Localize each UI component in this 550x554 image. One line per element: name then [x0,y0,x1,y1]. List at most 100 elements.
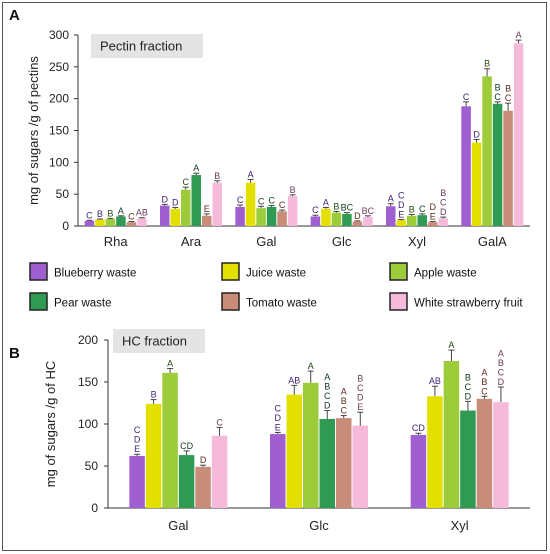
bar-juice-waste-ara [170,208,180,226]
bar-blueberry-waste-gala [461,106,471,226]
fraction-tag-label: HC fraction [122,334,187,349]
y-tick-label: 100 [78,417,98,431]
significance-letter: B [214,171,220,181]
significance-letter: C [128,212,135,222]
bar-pear-waste-gal [266,206,277,226]
significance-letter-line: CD [180,441,193,451]
bar-tomato-waste-gal [195,466,211,508]
legend-label-tomato-waste: Tomato waste [246,298,317,310]
significance-letter-line: B [324,382,330,392]
y-tick-label: 250 [49,60,69,74]
significance-letter-line: B [290,185,296,195]
panel-letter: B [9,345,20,362]
significance-letter-line: C [183,177,190,187]
bar-apple-waste-glc [331,212,342,226]
significance-letter-line: BC [341,203,354,213]
significance-letter-line: C [481,386,488,396]
bar-tomato-waste-xyl [428,222,438,226]
legend-label-blueberry-waste: Blueberry waste [54,268,136,280]
y-axis-title: mg of sugars /g of pectins [26,56,41,205]
significance-letter-line: A [481,367,487,377]
bar-tomato-waste-gala [503,110,513,226]
legend-swatch-blueberry-waste [29,262,48,281]
significance-letter: BC [341,203,354,213]
significance-letter: A [388,194,394,204]
significance-letter-line: E [134,444,140,454]
significance-letter-line: C [324,391,331,401]
significance-letter-line: B [498,358,504,368]
legend-swatch-apple-waste [389,262,408,281]
bar-pear-waste-xyl [417,215,427,226]
significance-letter-line: D [498,377,505,387]
significance-letter-line: BC [362,206,375,216]
significance-letter: C [258,196,265,206]
significance-letter: D [200,455,207,465]
bar-tomato-waste-xyl [476,398,493,508]
bar-juice-waste-glc [286,394,302,508]
bar-tomato-waste-gal [277,211,287,226]
x-category-glc: Glc [332,234,352,249]
y-tick-label: 100 [49,155,69,169]
significance-letter-line: D [440,207,447,217]
bar-apple-waste-xyl [443,361,460,508]
significance-letter: AB [288,375,300,385]
significance-letter-line: E [398,210,404,220]
significance-letter-line: B [97,209,103,219]
legend-label-pear-waste: Pear waste [54,298,112,310]
bar-pear-waste-xyl [460,410,476,508]
y-tick-label: 300 [49,28,69,42]
y-tick-label: 150 [49,124,69,138]
significance-letter-line: C [128,212,135,222]
significance-letter-line: D [357,393,364,403]
legend-label-white-strawberry-fruit: White strawberry fruit [414,298,523,310]
significance-letter-line: C [237,195,244,205]
significance-letter: B [333,201,339,211]
bar-blueberry-waste-ara [160,205,170,226]
significance-letter: A [193,163,199,173]
significance-letter-line: C [268,196,275,206]
significance-letter: D [473,129,480,139]
significance-letter-line: CD [412,423,425,433]
significance-letter-line: D [430,202,437,212]
significance-letter-line: D [354,211,361,221]
significance-letter-line: A [167,359,173,369]
significance-letter: A [167,359,173,369]
significance-letter-line: B [440,188,446,198]
bar-blueberry-waste-rha [84,220,95,226]
bar-juice-waste-rha [95,219,105,226]
significance-letter: B [107,208,113,218]
chart-panel-a: A 0 50 100 150 200 250 300 mg of sugars /g of pe… [9,7,530,249]
bar-white-strawberry-fruit-xyl [438,218,448,226]
significance-letter: A [308,361,314,371]
significance-letter-line: AB [288,375,300,385]
bar-white-strawberry-fruit-glc [352,425,368,508]
bar-blueberry-waste-glc [270,434,286,508]
legend-swatch-pear-waste [29,292,48,311]
bar-pear-waste-glc [342,213,352,226]
significance-letter: C [463,92,470,102]
significance-letter: E [204,204,210,214]
bar-juice-waste-gal [145,403,162,508]
significance-letter-line: C [398,191,405,201]
bar-pear-waste-gal [178,455,195,508]
bar-blueberry-waste-xyl [386,206,396,226]
fraction-tag-label: Pectin fraction [100,39,182,54]
significance-letter-line: A [324,372,330,382]
significance-letter-line: A [388,194,394,204]
x-category-glc: Glc [309,518,329,533]
chart-panel-b: B 0 50 100 150 200 mg of sugars /g of HC HC fra… [9,329,530,533]
significance-letter: C [86,210,93,220]
significance-letter-line: A [193,163,199,173]
significance-letter: D [354,211,361,221]
bar-blueberry-waste-xyl [410,434,427,508]
y-tick-label: 200 [78,333,98,347]
significance-letter-line: D [465,391,472,401]
significance-letter-line: C [505,93,512,103]
bar-tomato-waste-ara [202,215,212,226]
bar-pear-waste-rha [116,216,126,226]
y-tick-label: 0 [91,501,98,515]
